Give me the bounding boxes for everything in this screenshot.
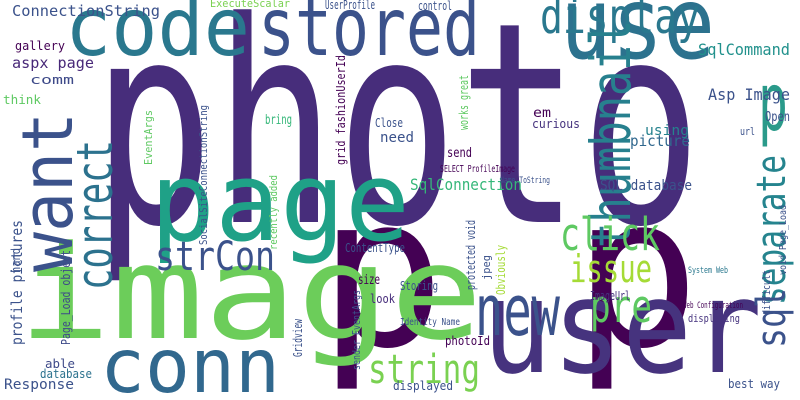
word: sender EventArgs <box>350 290 363 370</box>
word: url <box>740 125 755 138</box>
word: Web Configuration <box>683 301 743 311</box>
word: aspx page <box>12 54 94 72</box>
word: using <box>645 123 689 139</box>
word: photoId <box>445 334 490 348</box>
word: separate <box>749 155 795 305</box>
word: control <box>418 0 452 13</box>
word: bring <box>265 113 292 128</box>
word: displaying <box>688 312 740 325</box>
word: ConnectionString <box>12 2 160 20</box>
word: page <box>150 138 410 266</box>
word: Asp Image <box>708 85 790 104</box>
word: Identity Name <box>400 317 460 328</box>
word: SqlCommand <box>698 40 790 59</box>
word: displayed <box>393 379 453 393</box>
word: look <box>370 292 396 306</box>
word: ContentType <box>345 241 405 255</box>
word: comm <box>30 73 74 87</box>
word: Storing <box>400 279 438 293</box>
word: SqlConnection <box>410 175 522 194</box>
word: ExecuteScalar <box>210 0 290 10</box>
word: able <box>45 357 75 371</box>
word: Close <box>375 116 403 130</box>
word: think <box>3 93 42 107</box>
word: UserProfile <box>325 0 375 12</box>
word: SELECT ProfileImage <box>440 164 515 175</box>
word: em <box>533 106 551 121</box>
word: display <box>540 0 700 45</box>
word: hand <box>9 248 23 273</box>
word: want <box>7 112 89 272</box>
word: void Page_Load <box>778 205 789 275</box>
word: EventArgs <box>142 110 155 165</box>
word: Open <box>765 110 790 125</box>
word: Response <box>4 377 74 393</box>
word: grid fashionUserId <box>334 55 348 165</box>
word: recently added <box>267 175 280 250</box>
word: jpeg <box>480 255 493 280</box>
word: code <box>65 0 250 74</box>
word: use <box>560 0 715 82</box>
word: database <box>40 367 92 381</box>
word: size <box>358 273 380 288</box>
word: string <box>368 347 480 393</box>
word: protected void <box>464 220 478 290</box>
word: pre <box>590 280 652 333</box>
word: gallery <box>15 39 65 53</box>
word: p <box>758 56 788 149</box>
word: user <box>482 251 762 400</box>
word: click <box>560 208 660 261</box>
word: ImageUrl <box>590 289 630 303</box>
word: SocialSiteConnectionString <box>197 105 210 245</box>
word: picture <box>630 132 690 150</box>
word: difficult <box>760 270 773 315</box>
word: Gridview <box>291 318 305 357</box>
word: profile pictures <box>8 220 26 345</box>
word: issue <box>570 247 652 291</box>
word: conn <box>100 322 280 400</box>
word: strCon <box>155 234 275 280</box>
word: thumbnail <box>579 20 643 248</box>
word: new <box>475 270 561 352</box>
word: send <box>447 146 472 161</box>
word: stored <box>258 0 480 74</box>
word: Page_Load object <box>59 250 73 345</box>
word: curious <box>532 117 580 131</box>
word: System Web <box>688 266 728 276</box>
word: image <box>18 217 483 369</box>
word: best way <box>728 377 780 391</box>
word: works great <box>457 75 471 130</box>
word: need <box>380 130 414 146</box>
word: Name ToString <box>500 176 550 186</box>
word: SQL database <box>600 178 692 194</box>
word: p p <box>318 150 700 395</box>
word: photo <box>92 0 702 289</box>
word: correct <box>66 140 124 290</box>
word: sql <box>749 288 795 348</box>
word: Obviously <box>494 245 508 295</box>
